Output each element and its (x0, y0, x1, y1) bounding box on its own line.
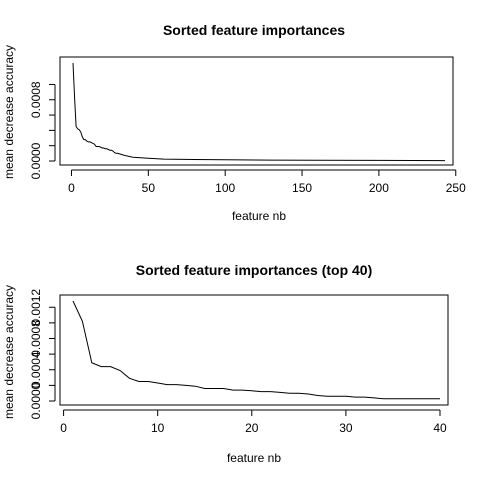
series-line (72, 62, 446, 162)
x-tick-label: 200 (369, 181, 389, 195)
series-line (72, 300, 440, 400)
plot-box (59, 294, 449, 406)
x-tick-label: 150 (292, 181, 312, 195)
x-tick-label: 100 (215, 181, 235, 195)
x-tick-label: 40 (433, 421, 447, 435)
y-tick-label: 0.0000 (29, 382, 43, 419)
x-tick-label: 20 (245, 421, 259, 435)
chart-sorted-feature-importances: Sorted feature importances feature nb me… (2, 22, 466, 223)
x-tick-label: 0 (60, 421, 67, 435)
y-axis-label: mean decrease accuracy (2, 45, 16, 179)
x-axis-label: feature nb (232, 209, 286, 223)
chart-title: Sorted feature importances (163, 22, 345, 38)
y-tick-label: 0.0008 (29, 320, 43, 357)
plot-box (59, 56, 454, 166)
y-axis-label: mean decrease accuracy (2, 285, 16, 419)
y-tick-label: 0.0008 (29, 81, 43, 118)
y-tick-label: 0.0012 (29, 289, 43, 326)
y-tick-label: 0.0004 (29, 351, 43, 388)
x-axis-label: feature nb (227, 451, 281, 465)
x-tick-label: 250 (446, 181, 466, 195)
x-tick-label: 50 (142, 181, 156, 195)
y-tick-label: 0.0000 (29, 142, 43, 179)
x-tick-label: 0 (68, 181, 75, 195)
chart-title: Sorted feature importances (top 40) (136, 262, 373, 278)
x-tick-label: 30 (339, 421, 353, 435)
x-tick-label: 10 (151, 421, 165, 435)
chart-sorted-feature-importances-top-40: Sorted feature importances (top 40) feat… (2, 262, 449, 465)
